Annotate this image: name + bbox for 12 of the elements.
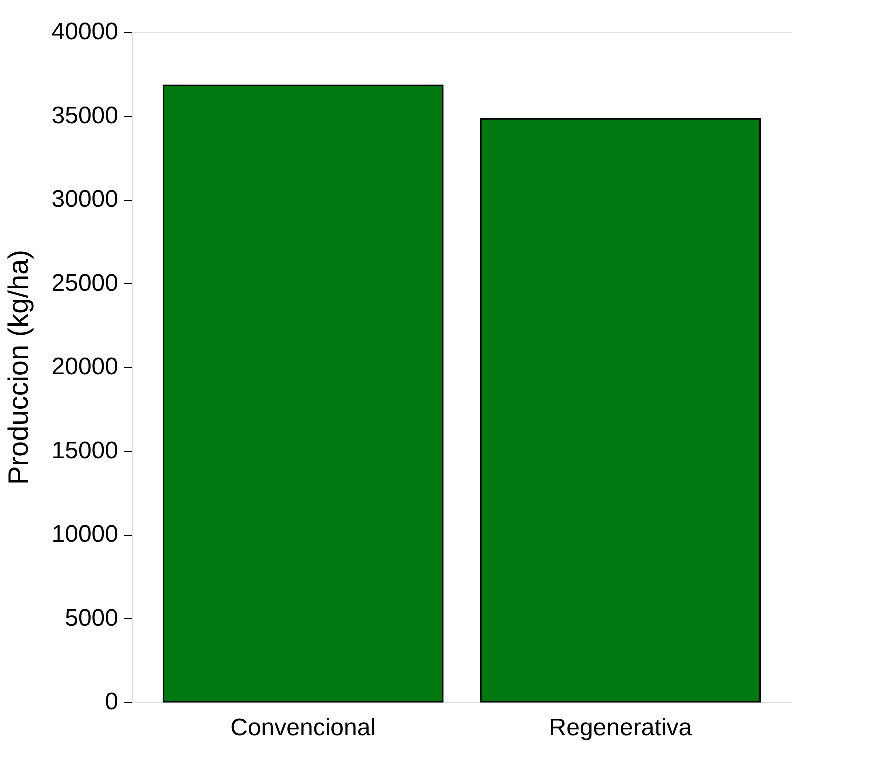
y-tick-label: 30000 — [52, 186, 118, 213]
x-tick-label: Regenerativa — [549, 714, 693, 742]
y-tick-label: 10000 — [52, 521, 118, 548]
y-axis-title: Produccion (kg/ha) — [2, 250, 34, 486]
y-tick-label: 40000 — [52, 18, 118, 46]
y-tick-label: 15000 — [52, 437, 118, 464]
y-tick-label: 5000 — [65, 604, 118, 632]
x-tick-label: Convencional — [230, 714, 376, 742]
y-tick-label: 20000 — [52, 354, 118, 380]
y-tick-label: 35000 — [52, 102, 118, 130]
y-tick-label: 0 — [105, 688, 118, 716]
y-tick-label: 25000 — [52, 270, 118, 297]
